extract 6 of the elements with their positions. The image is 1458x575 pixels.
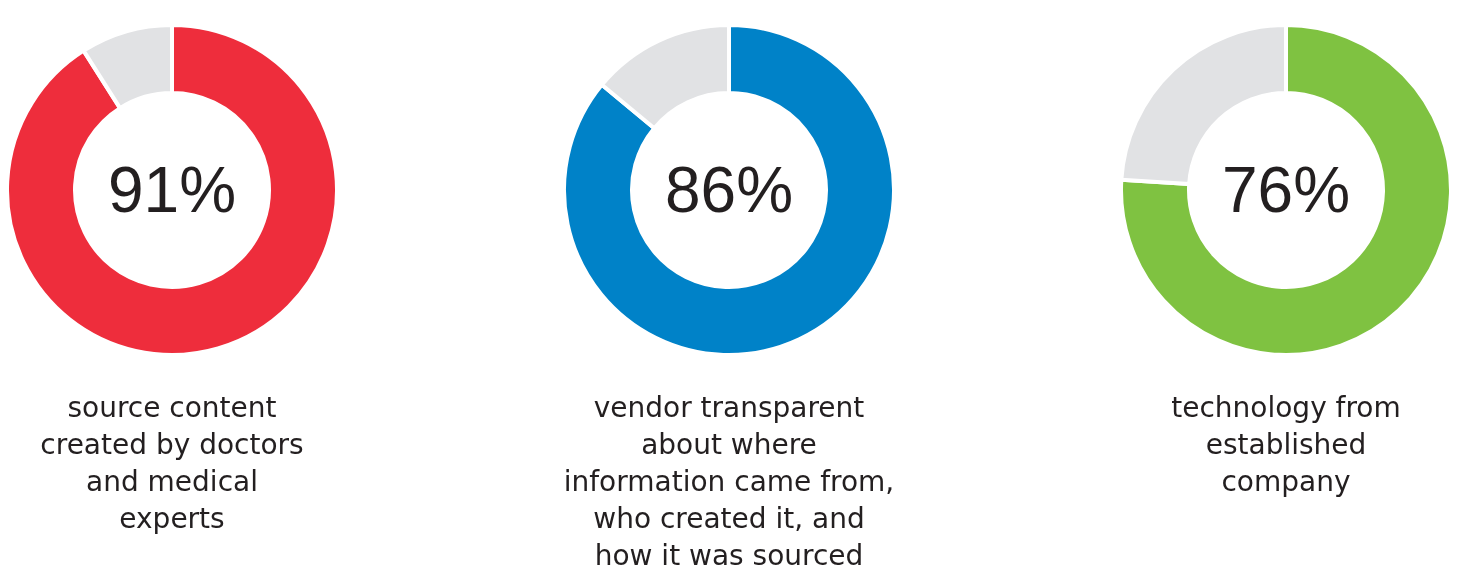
data-label: 76% — [1221, 154, 1351, 227]
text: source content created by doctors and medical experts — [40, 391, 304, 535]
text: technology from established company — [1171, 391, 1401, 498]
text: vendor transparent about where information came from, who created it, and how it was sourced — [563, 391, 895, 572]
data-label: 86% — [664, 154, 794, 227]
data-label: 91% — [107, 154, 237, 227]
